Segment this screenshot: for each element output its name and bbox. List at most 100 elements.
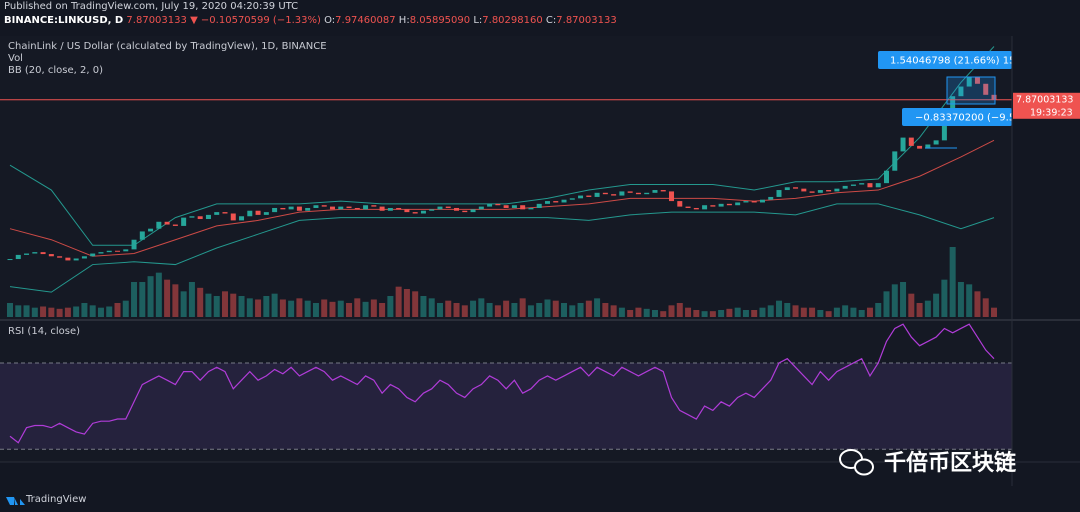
candle-body [793, 187, 799, 189]
wechat-icon [854, 458, 874, 476]
volume-bar [726, 308, 733, 317]
last-price-box [1013, 92, 1080, 119]
volume-bar [916, 303, 923, 317]
volume-bar [395, 286, 402, 317]
volume-bar [346, 303, 353, 317]
volume-bar [767, 305, 774, 317]
candle-body [321, 205, 327, 207]
volume-bar [569, 305, 576, 317]
volume-bar [139, 282, 146, 317]
volume-bar [379, 303, 386, 317]
volume-bar [106, 306, 113, 317]
rsi-band [0, 362, 1012, 450]
volume-bar [337, 300, 344, 317]
volume-bar [602, 303, 609, 317]
volume-bar [197, 287, 204, 317]
candle-body [230, 213, 236, 221]
volume-bar [627, 310, 634, 317]
bollinger-lower [9, 203, 995, 293]
volume-bar [97, 307, 104, 317]
candle-body [884, 170, 890, 184]
volume-bar [255, 299, 262, 317]
volume-bar [924, 300, 931, 317]
volume-bar [734, 307, 741, 317]
candle-body [768, 196, 774, 200]
last-price-label: 7.87003133 [1016, 94, 1073, 105]
candle-body [197, 216, 203, 220]
candle-body [396, 207, 402, 210]
volume-bar [221, 291, 228, 317]
volume-bar [370, 299, 377, 317]
candle-body [172, 224, 178, 226]
candle-body [817, 190, 823, 193]
measure-box [902, 108, 1012, 126]
candle-body [65, 257, 71, 261]
candle-body [544, 201, 550, 204]
candle-body [495, 203, 501, 206]
volume-bar [966, 284, 973, 317]
candle-body [114, 250, 120, 252]
candle-body [263, 212, 269, 215]
candle-body [677, 201, 683, 207]
volume-bar [180, 291, 187, 317]
ohlc-value: 7.80298160 [482, 15, 543, 26]
volume-bar [561, 303, 568, 317]
candle-body [437, 206, 443, 210]
candle-body [652, 190, 658, 193]
volume-bar [387, 296, 394, 317]
symbol-line: BINANCE:LINKUSD, D 7.87003133 ▼ −0.10570… [4, 14, 617, 28]
logo-text: TradingView [25, 494, 86, 505]
candle-body [280, 207, 286, 210]
candle-body [669, 191, 675, 202]
volume-bar [511, 303, 518, 317]
volume-bar [718, 310, 725, 317]
candle-body [553, 201, 559, 203]
volume-bar [676, 303, 683, 317]
volume-bar [246, 298, 253, 317]
candle-body [139, 231, 145, 240]
volume-bar [908, 293, 915, 317]
candle-body [272, 207, 278, 213]
volume-bar [453, 303, 460, 317]
candle-body [15, 254, 21, 260]
published: Published on TradingView.com, July 19, 2… [4, 1, 299, 12]
candle-body [404, 209, 410, 213]
volume-bar [503, 300, 510, 317]
volume-bar [949, 247, 956, 317]
candle-body [73, 258, 79, 261]
volume-bar [858, 310, 865, 317]
candle-body [189, 216, 195, 218]
measure-box [878, 51, 1012, 69]
ohlc-label: H: [398, 15, 410, 26]
header: Published on TradingView.com, July 19, 2… [4, 0, 617, 28]
volume-bar [312, 303, 319, 317]
candle-body [40, 252, 46, 255]
watermark-text: 千倍币区块链 [884, 450, 1016, 476]
volume-bar [131, 282, 138, 317]
candle-body [81, 256, 87, 259]
volume-bar [651, 310, 658, 317]
countdown-label: 19:39:23 [1030, 107, 1073, 118]
volume-bar [478, 298, 485, 317]
candle-body [850, 184, 856, 186]
candle-body [941, 122, 947, 141]
volume-bar [48, 307, 55, 317]
candle-body [867, 183, 873, 188]
candle-body [354, 207, 360, 210]
volume-bar [519, 298, 526, 317]
axis-layer: 7.87003133 19:39:23 [1013, 92, 1080, 119]
volume-bar [792, 305, 799, 317]
candle-body [974, 76, 980, 84]
plot-layer [0, 46, 1012, 450]
candle-body [983, 83, 989, 95]
volume-bar [776, 300, 783, 317]
candle-body [966, 76, 972, 87]
candle-body [611, 194, 617, 196]
candle-body [834, 188, 840, 192]
candle-body [826, 190, 832, 192]
volume-bar [635, 307, 642, 317]
candle-body [991, 94, 997, 100]
candle-body [123, 249, 129, 252]
legend-entry: Vol [8, 53, 23, 64]
